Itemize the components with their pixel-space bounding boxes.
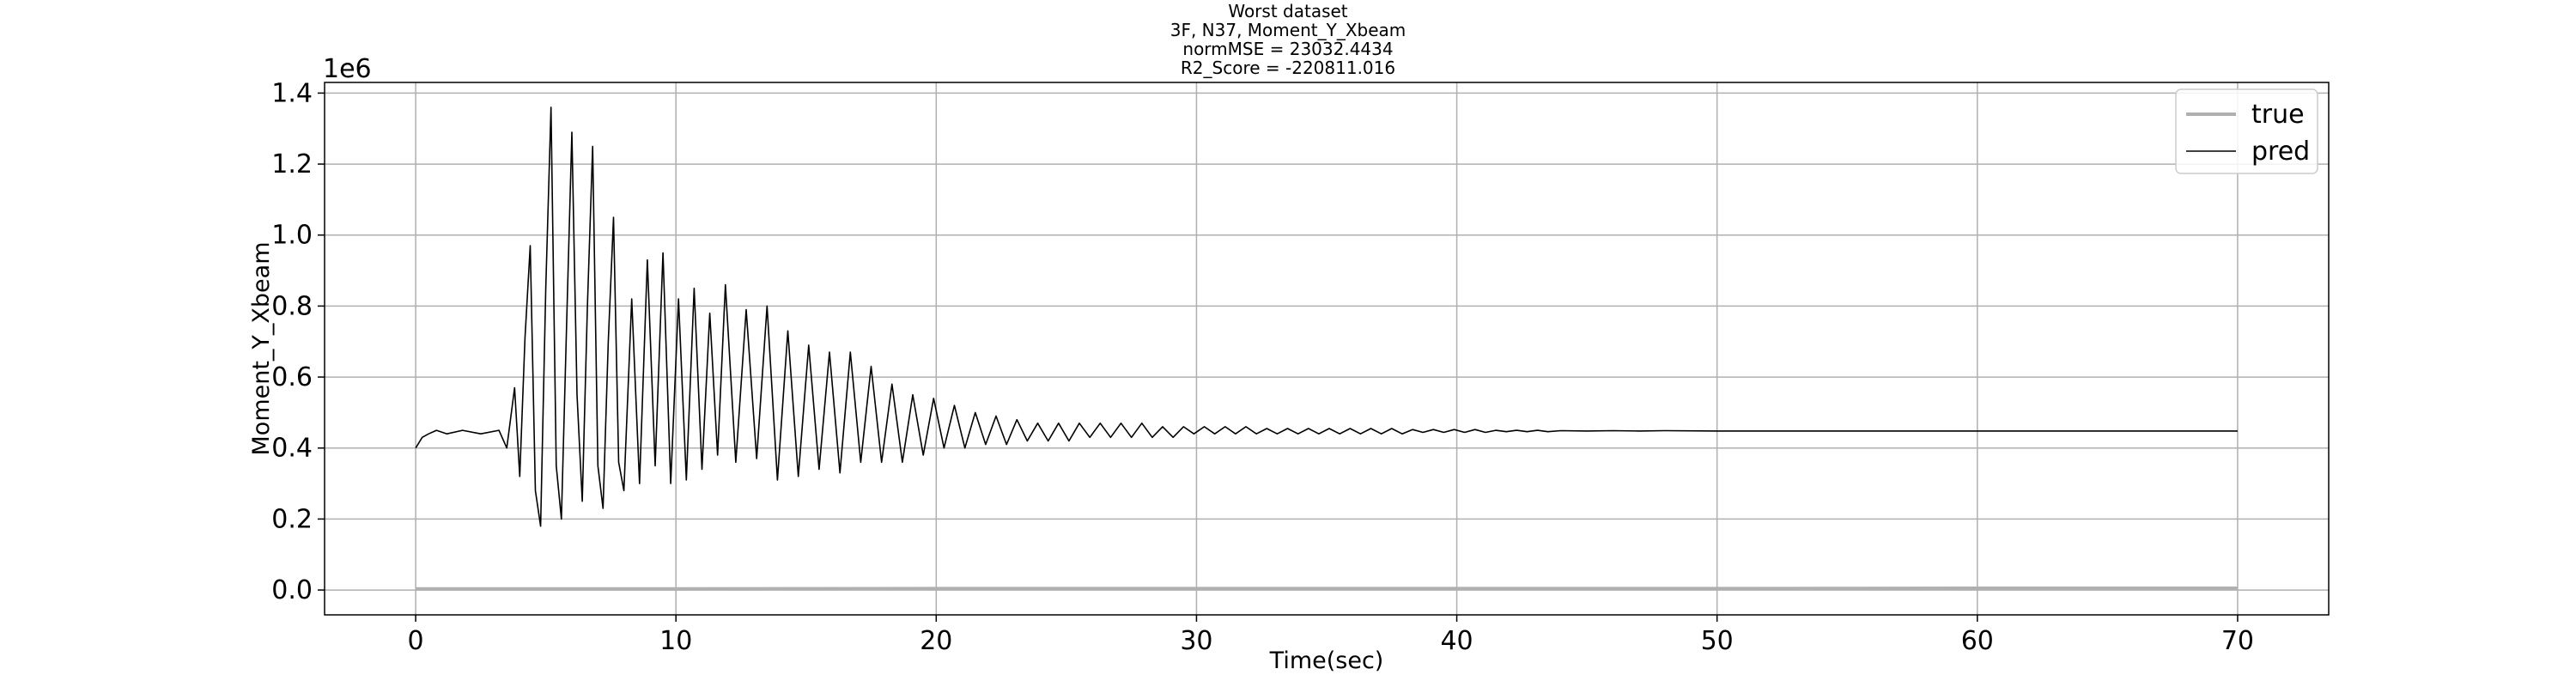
y-tick-label: 0.6	[271, 362, 313, 392]
x-tick-label: 40	[1440, 626, 1473, 656]
y-tick-label: 0.4	[271, 434, 313, 464]
legend-box	[2175, 88, 2318, 174]
x-tick-label: 10	[659, 626, 692, 656]
series-line-pred	[415, 106, 2238, 527]
legend-label-true: true	[2251, 100, 2305, 130]
axes-frame	[324, 82, 2330, 616]
chart-title: Worst dataset 3F, N37, Moment_Y_Xbeam no…	[1170, 1, 1406, 78]
title-line-4: R2_Score = -220811.016	[1181, 58, 1395, 78]
y-axis-label: Moment_Y_Xbeam	[248, 241, 275, 455]
y-tick-label: 0.2	[271, 504, 313, 534]
x-tick-label: 0	[408, 626, 424, 656]
y-axis-offset-label: 1e6	[323, 54, 372, 84]
y-tick-label: 1.2	[271, 149, 313, 179]
y-tick-label: 1.0	[271, 221, 313, 251]
y-tick-label: 1.4	[271, 78, 313, 108]
x-axis: 0 10 20 30 40 50 60 70	[408, 615, 2254, 656]
x-tick-label: 70	[2221, 626, 2254, 656]
title-line-2: 3F, N37, Moment_Y_Xbeam	[1170, 20, 1406, 40]
x-tick-label: 50	[1701, 626, 1734, 656]
series-layer	[415, 106, 2238, 591]
title-line-3: normMSE = 23032.4434	[1182, 39, 1393, 59]
x-tick-label: 30	[1180, 626, 1212, 656]
y-tick-label: 0.0	[271, 575, 313, 605]
x-tick-label: 60	[1961, 626, 1994, 656]
legend: true pred	[2175, 88, 2318, 174]
title-line-1: Worst dataset	[1228, 1, 1347, 21]
x-axis-label: Time(sec)	[1269, 647, 1384, 674]
plot-area: 0 10 20 30 40 50 60 70 0.0 0.2 0.4 0.6 0.8 1.0 1.2 1.4	[271, 78, 2330, 656]
y-axis: 0.0 0.2 0.4 0.6 0.8 1.0 1.2 1.4	[271, 78, 325, 605]
legend-label-pred: pred	[2251, 137, 2310, 167]
series-line-true	[416, 587, 2238, 591]
y-tick-label: 0.8	[271, 291, 313, 321]
x-tick-label: 20	[920, 626, 952, 656]
